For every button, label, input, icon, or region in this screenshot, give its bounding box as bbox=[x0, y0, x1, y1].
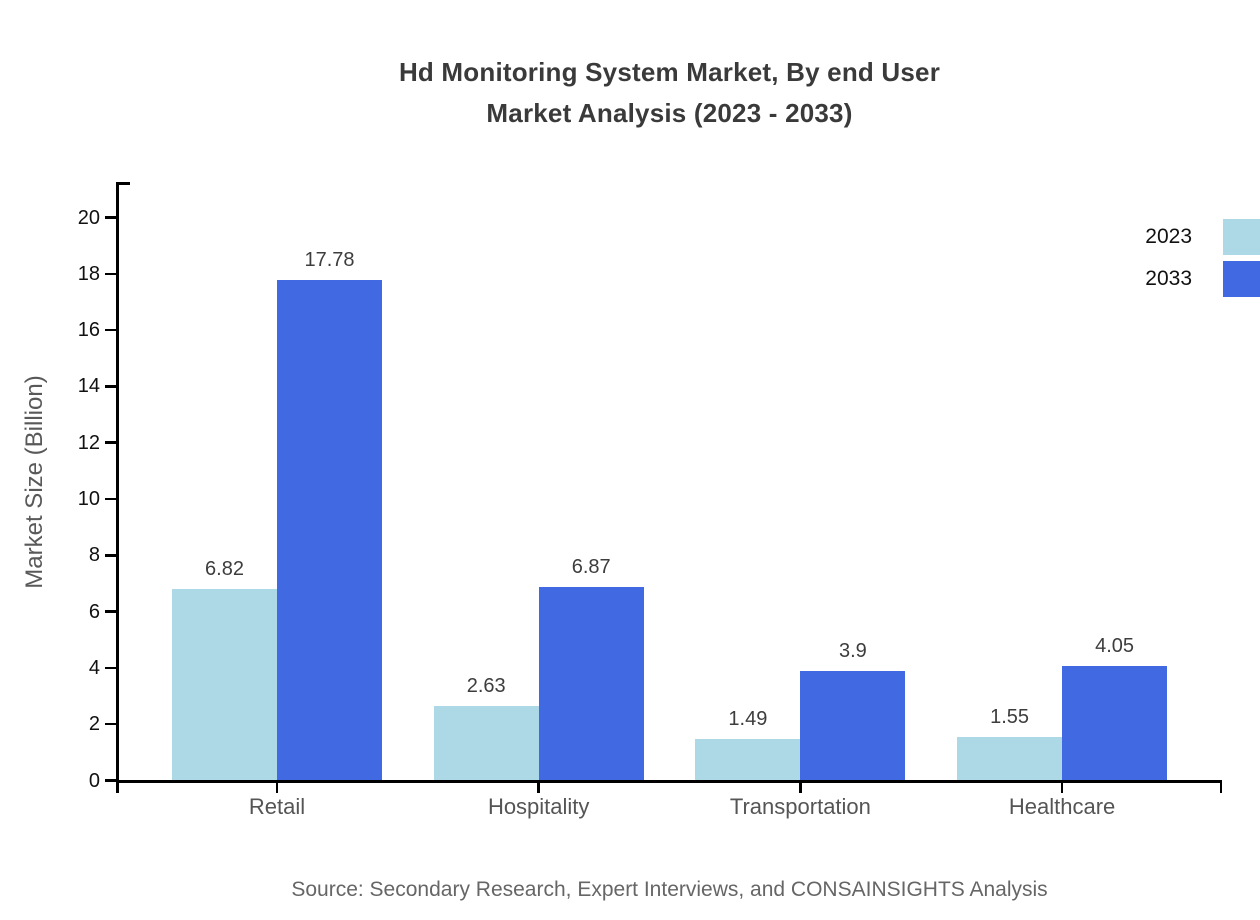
x-tick bbox=[537, 780, 540, 793]
y-tick bbox=[105, 722, 116, 726]
x-axis-line bbox=[116, 780, 1222, 783]
chart-title-line1: Hd Monitoring System Market, By end User bbox=[398, 57, 941, 87]
bar-2033-hospitality bbox=[538, 587, 644, 781]
bar-value-label: 4.05 bbox=[1095, 635, 1135, 658]
bar-value-label: 3.9 bbox=[838, 639, 867, 662]
y-axis-line bbox=[116, 182, 119, 793]
y-tick bbox=[105, 216, 116, 219]
legend-item-2023: 2023 bbox=[1145, 219, 1260, 255]
x-category-label: Hospitality bbox=[487, 794, 590, 819]
y-tick-label: 20 bbox=[77, 206, 100, 229]
y-axis-end-cap bbox=[116, 182, 130, 185]
chart-title-line2: Market Analysis (2023 - 2033) bbox=[486, 98, 853, 128]
y-tick bbox=[105, 666, 116, 670]
y-tick bbox=[105, 328, 116, 332]
y-tick-label: 12 bbox=[77, 431, 100, 454]
bar-value-label: 1.49 bbox=[728, 707, 768, 730]
y-tick-label: 6 bbox=[88, 600, 100, 623]
legend: 2023 2033 bbox=[1145, 219, 1260, 303]
bar-2023-hospitality bbox=[433, 706, 539, 781]
y-tick bbox=[105, 497, 116, 501]
x-tick bbox=[799, 780, 802, 793]
bar-value-label: 2.63 bbox=[466, 675, 506, 698]
source-note: Source: Secondary Research, Expert Inter… bbox=[291, 878, 1048, 901]
y-tick-label: 16 bbox=[77, 319, 100, 342]
bar-2033-healthcare bbox=[1062, 666, 1168, 781]
bar-2033-transportation bbox=[800, 670, 906, 781]
y-tick-label: 8 bbox=[88, 544, 100, 567]
bar-2033-retail bbox=[277, 279, 382, 781]
y-tick bbox=[105, 272, 116, 276]
bar-2023-transportation bbox=[695, 738, 801, 781]
y-tick-label: 2 bbox=[88, 713, 100, 736]
y-tick bbox=[105, 779, 116, 782]
chart-title: Hd Monitoring System Market, By end User… bbox=[117, 52, 1222, 134]
x-tick bbox=[275, 780, 279, 793]
y-tick bbox=[105, 385, 116, 388]
y-tick-label: 14 bbox=[77, 375, 100, 398]
x-category-label: Healthcare bbox=[1008, 794, 1116, 819]
y-tick-label: 4 bbox=[88, 656, 100, 679]
legend-item-2033: 2033 bbox=[1145, 261, 1260, 297]
x-category-label: Transportation bbox=[729, 794, 871, 819]
x-axis-end-cap bbox=[1219, 780, 1222, 793]
legend-swatch-icon bbox=[1223, 219, 1260, 255]
bar-value-label: 17.78 bbox=[304, 248, 355, 271]
legend-label: 2023 bbox=[1145, 225, 1192, 248]
bar-2023-retail bbox=[172, 588, 277, 781]
x-category-label: Retail bbox=[248, 794, 306, 819]
y-tick bbox=[105, 554, 116, 557]
bar-value-label: 6.82 bbox=[205, 557, 244, 580]
y-tick-label: 10 bbox=[77, 488, 100, 510]
legend-label: 2033 bbox=[1145, 267, 1192, 290]
legend-swatch-icon bbox=[1223, 261, 1260, 297]
bar-2023-healthcare bbox=[957, 736, 1063, 781]
y-tick-label: 0 bbox=[88, 769, 100, 792]
y-tick bbox=[105, 441, 116, 444]
x-tick bbox=[1060, 780, 1064, 793]
y-tick-label: 18 bbox=[77, 262, 100, 285]
y-tick bbox=[105, 610, 116, 613]
bar-value-label: 6.87 bbox=[571, 556, 611, 579]
bar-value-label: 1.55 bbox=[990, 705, 1030, 728]
